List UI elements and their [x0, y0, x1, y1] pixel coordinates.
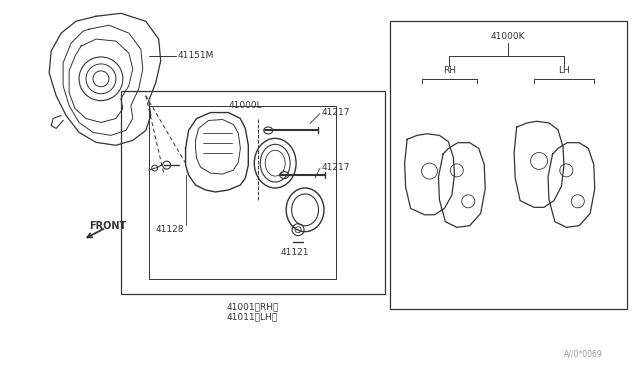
Text: 41128: 41128	[156, 225, 184, 234]
Text: FRONT: FRONT	[89, 221, 126, 231]
Bar	[148, 106, 336, 279]
Text: LH: LH	[558, 66, 570, 76]
Text: 41151M: 41151M	[178, 51, 214, 61]
Bar	[390, 21, 627, 309]
Text: 41217: 41217	[322, 163, 351, 171]
Text: 41121: 41121	[281, 248, 309, 257]
Text: RH: RH	[443, 66, 456, 76]
Text: 41001（RH）: 41001（RH）	[226, 302, 278, 312]
Text: A//0*0069: A//0*0069	[564, 349, 603, 358]
Text: 41000L: 41000L	[228, 101, 262, 110]
Bar	[121, 91, 385, 294]
Text: 41217: 41217	[322, 108, 351, 117]
Text: 41000K: 41000K	[491, 32, 525, 41]
Text: 41011（LH）: 41011（LH）	[227, 312, 278, 321]
